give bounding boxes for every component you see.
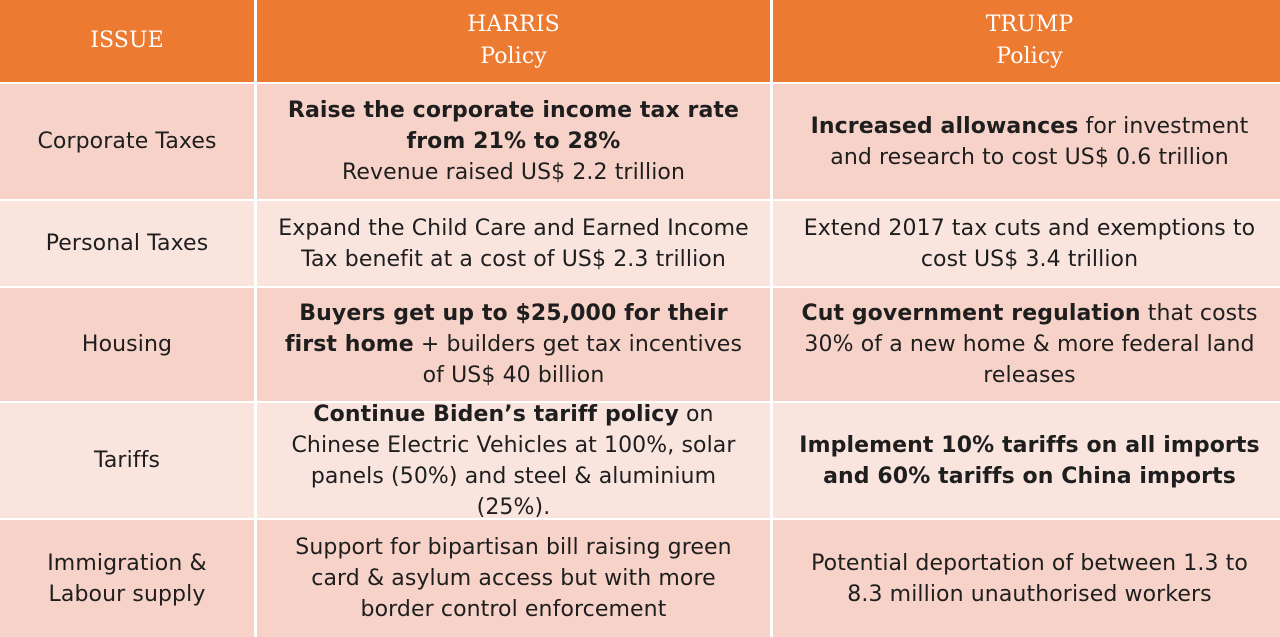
issue-cell: Corporate Taxes xyxy=(0,84,254,199)
header-trump-sub: Policy xyxy=(996,44,1063,69)
issue-label: Tariffs xyxy=(93,448,161,473)
trump-policy-cell: Implement 10% tariffs on all imports and… xyxy=(773,403,1280,518)
harris-policy-cell: Continue Biden’s tariff policy on Chines… xyxy=(257,401,770,520)
issue-label: Housing xyxy=(81,332,173,357)
trump-policy-cell: Cut government regulation that costs 30%… xyxy=(773,288,1280,401)
policy-text: on Chinese Electric Vehicles at 100%, so… xyxy=(291,401,736,520)
policy-text: that costs 30% of a new home & more fede… xyxy=(804,301,1258,388)
issue-cell: Personal Taxes xyxy=(0,201,254,286)
issue-cell: Immigration & Labour supply xyxy=(0,520,254,637)
policy-text: Potential deportation of between 1.3 to … xyxy=(811,550,1248,607)
policy-bold-text: Buyers get up to $25,000 for their first… xyxy=(284,301,728,357)
policy-text: Expand the Child Care and Earned Income … xyxy=(278,215,749,272)
harris-policy-cell: Support for bipartisan bill raising gree… xyxy=(257,520,770,637)
header-issue-label: ISSUE xyxy=(90,28,164,53)
header-trump: TRUMP Policy xyxy=(773,0,1280,82)
policy-bold-text: Increased allowances xyxy=(810,113,1079,139)
trump-policy-cell: Potential deportation of between 1.3 to … xyxy=(773,520,1280,637)
issue-label: Immigration & Labour supply xyxy=(47,550,207,607)
header-harris-sub: Policy xyxy=(480,44,547,69)
header-issue: ISSUE xyxy=(0,0,254,82)
policy-text: Extend 2017 tax cuts and exemptions to c… xyxy=(803,215,1256,272)
issue-label: Corporate Taxes xyxy=(37,129,217,154)
policy-text: Support for bipartisan bill raising gree… xyxy=(295,535,732,622)
policy-bold-text: Raise the corporate income tax rate from… xyxy=(287,98,740,154)
header-harris: HARRIS Policy xyxy=(257,0,770,82)
harris-policy-cell: Expand the Child Care and Earned Income … xyxy=(257,201,770,286)
issue-label: Personal Taxes xyxy=(45,231,209,256)
policy-text: Revenue raised US$ 2.2 trillion xyxy=(341,160,686,185)
issue-cell: Housing xyxy=(0,288,254,401)
issue-cell: Tariffs xyxy=(0,403,254,518)
policy-bold-text: Continue Biden’s tariff policy xyxy=(313,401,679,427)
policy-text: + builders get tax incentives of US$ 40 … xyxy=(413,332,743,388)
trump-policy-cell: Extend 2017 tax cuts and exemptions to c… xyxy=(773,201,1280,286)
trump-policy-cell: Increased allowances for investment and … xyxy=(773,84,1280,199)
policy-bold-text: Implement 10% tariffs on all imports and… xyxy=(799,432,1260,489)
policy-bold-text: Cut government regulation xyxy=(801,301,1141,326)
harris-policy-cell: Buyers get up to $25,000 for their first… xyxy=(257,288,770,401)
harris-policy-cell: Raise the corporate income tax rate from… xyxy=(257,84,770,199)
policy-text: for investment and research to cost US$ … xyxy=(830,113,1249,170)
header-trump-name: TRUMP xyxy=(985,12,1074,37)
header-harris-name: HARRIS xyxy=(467,12,560,37)
